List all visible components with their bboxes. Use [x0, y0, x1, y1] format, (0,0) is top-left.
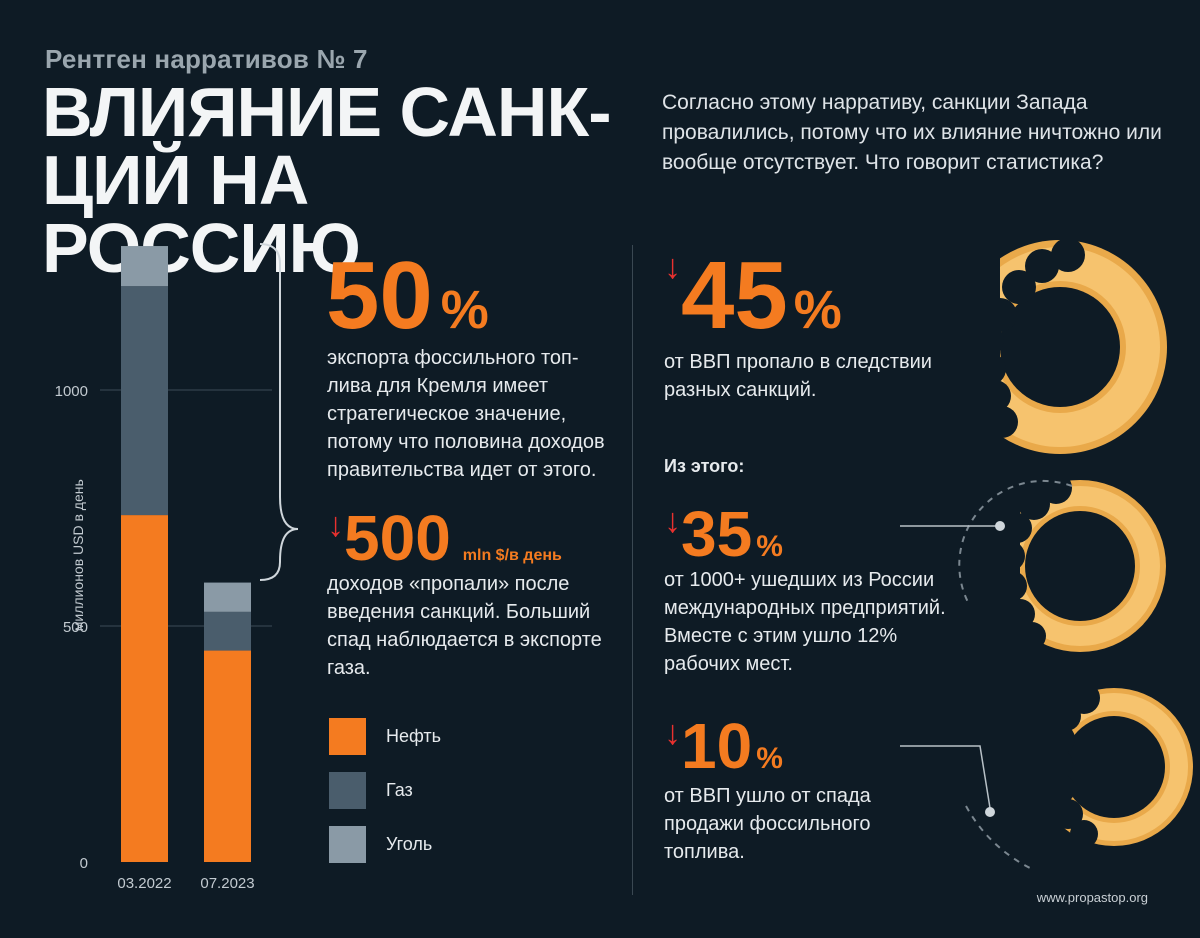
stat-500-unit: mln $/в день [462, 547, 562, 564]
bitten-donuts-illustration [900, 240, 1193, 869]
divider [632, 245, 633, 895]
donut-icon [994, 480, 1166, 652]
bar-segment [204, 582, 251, 612]
chart-legend: Нефть Газ Уголь [329, 718, 441, 863]
bracket [259, 243, 299, 581]
legend-swatch [329, 718, 366, 755]
title-line-2: ЦИЙ НА РОССИЮ [42, 141, 361, 287]
dashed-arc [958, 479, 1073, 607]
footer-url[interactable]: www.propastop.org [1036, 890, 1148, 905]
bar-segment [204, 650, 251, 862]
stat-35-value: 35 [681, 498, 753, 570]
legend-label: Газ [386, 780, 413, 800]
x-tick-label: 03.2022 [117, 875, 171, 892]
legend-item-coal: Уголь [329, 826, 441, 863]
down-arrow-icon: ↓ [664, 248, 681, 286]
connector-line [900, 745, 991, 809]
down-arrow-icon: ↓ [664, 714, 681, 752]
stat-45-text: от ВВП пропало в следствии разных санкци… [664, 351, 932, 401]
stat-10: ↓10% [664, 714, 783, 778]
stat-50: 50% [326, 248, 489, 344]
legend-swatch [329, 826, 366, 863]
bar-segment [121, 246, 168, 287]
y-tick-label: 0 [80, 855, 88, 872]
legend-swatch [329, 772, 366, 809]
bar-segment [121, 515, 168, 862]
stat-500: ↓500 mln $/в день [327, 506, 562, 570]
bar-segment [121, 286, 168, 516]
stat-45: ↓45% [664, 248, 842, 344]
connector-dot [985, 807, 995, 817]
legend-label: Нефть [386, 726, 442, 746]
stat-10-value: 10 [681, 710, 753, 782]
stat-50-value: 50 [326, 242, 433, 349]
donut-icon [1035, 688, 1193, 846]
stat-10-text: от ВВП ушло от спада продажи фоссильного… [664, 785, 871, 863]
stat-50-text: экспорта фоссильного топ-лива для Кремля… [327, 347, 605, 481]
dashed-arc [965, 805, 1031, 869]
page-title: ВЛИЯНИЕ САНК- ЦИЙ НА РОССИЮ [42, 73, 642, 287]
legend-item-oil: Нефть [329, 718, 441, 755]
legend-label: Уголь [386, 834, 433, 854]
legend-item-gas: Газ [329, 772, 441, 809]
stat-35-percent: % [756, 530, 783, 563]
stat-35: ↓35% [664, 502, 783, 566]
x-tick-label: 07.2023 [200, 875, 254, 892]
stat-45-percent: % [793, 280, 842, 340]
kicker: Рентген нарративов № 7 [45, 44, 368, 74]
y-tick-label: 1000 [55, 383, 88, 400]
down-arrow-icon: ↓ [327, 506, 344, 544]
donut-icon [953, 240, 1167, 454]
stacked-bar-chart: 0 500 1000 миллионов USD в день 03.2022 07.20… [55, 246, 272, 892]
stat-500-text: доходов «пропали» после введения санкций… [327, 573, 602, 679]
y-tick-label: 500 [63, 619, 88, 636]
intro-text: Согласно этому нарративу, санкции Запада… [662, 91, 1162, 174]
of-this-label: Из этого: [664, 456, 745, 476]
bar-segment [204, 611, 251, 651]
stat-35-text: от 1000+ ушедших из России международных… [664, 569, 946, 675]
stat-10-percent: % [756, 742, 783, 775]
connector-dot [995, 521, 1005, 531]
y-axis-label: миллионов USD в день [70, 479, 86, 631]
stat-50-percent: % [440, 280, 489, 340]
stat-500-value: 500 [344, 502, 451, 574]
stat-45-value: 45 [681, 242, 788, 349]
title-line-1: ВЛИЯНИЕ САНК- [42, 73, 612, 151]
down-arrow-icon: ↓ [664, 502, 681, 540]
